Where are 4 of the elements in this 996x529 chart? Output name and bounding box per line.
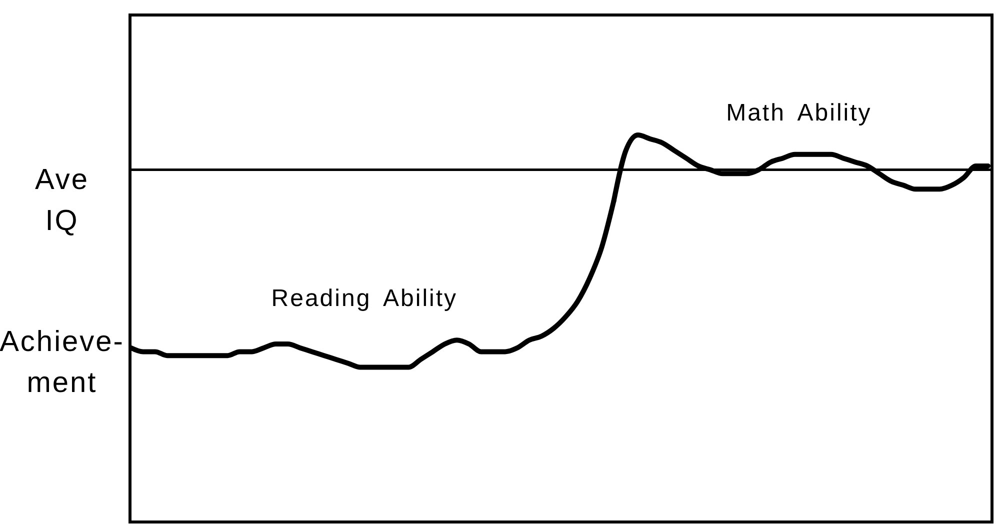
series-label: Reading Ability [271, 285, 458, 312]
series-label: Math Ability [726, 99, 872, 126]
ref-line-label: Ave IQ [35, 164, 89, 237]
text: Achieve-ment [0, 326, 124, 399]
